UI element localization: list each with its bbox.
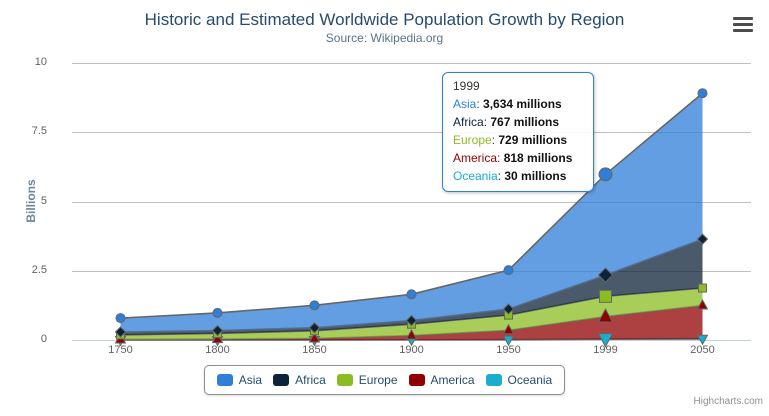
africa-point-1999[interactable] [597, 267, 614, 283]
tooltip-value: 818 millions [503, 151, 573, 165]
asia-point-1950[interactable] [503, 265, 514, 276]
y-tick-label: 0 [40, 333, 47, 345]
tooltip-series-name: Africa [453, 115, 484, 129]
legend-item-oceania[interactable]: Oceania [485, 373, 553, 387]
legend-label: Asia [238, 373, 263, 387]
legend-item-europe[interactable]: Europe [336, 373, 398, 387]
america-point-1999[interactable] [597, 307, 614, 323]
tooltip-row: America: 818 millions [453, 151, 573, 165]
tooltip-series-name: Asia [453, 97, 477, 111]
legend-symbol-africa [273, 374, 290, 386]
africa-point-1750[interactable] [114, 326, 127, 338]
america-point-1900[interactable] [405, 328, 418, 340]
america-point-2050[interactable] [696, 298, 709, 310]
asia-point-1900[interactable] [406, 289, 417, 300]
legend-label: Oceania [507, 373, 553, 387]
europe-point-1999[interactable] [599, 289, 612, 303]
tooltip-row: Europe: 729 millions [453, 133, 568, 147]
africa-area[interactable] [120, 239, 703, 335]
legend-symbol-oceania [485, 374, 502, 386]
tooltip-value: 30 millions [504, 169, 567, 183]
legend-item-asia[interactable]: Asia [216, 373, 263, 387]
y-tick-label: 10 [34, 56, 47, 68]
tooltip-value: 767 millions [490, 115, 560, 129]
tooltip-row: Asia: 3,634 millions [453, 97, 562, 111]
asia-area[interactable] [120, 93, 703, 332]
highcharts-credits-link[interactable]: Highcharts.com [693, 396, 763, 407]
legend-symbol-europe [336, 374, 353, 386]
africa-point-1900[interactable] [405, 314, 418, 327]
legend-item-america[interactable]: America [408, 373, 475, 387]
africa-point-2050[interactable] [696, 233, 709, 245]
legend-label: America [430, 373, 475, 387]
asia-point-1999[interactable] [598, 167, 613, 182]
legend-item-africa[interactable]: Africa [273, 373, 326, 387]
america-point-1850[interactable] [308, 331, 321, 343]
oceania-point-2050[interactable] [696, 334, 709, 346]
tooltip: 1999 Asia: 3,634 millions Africa: 767 mil… [442, 72, 594, 192]
legend-label: Europe [358, 373, 398, 387]
legend-label: Africa [295, 373, 326, 387]
y-tick-label: 7.5 [31, 125, 47, 138]
oceania-point-1950[interactable] [502, 335, 515, 347]
tooltip-header: 1999 [453, 79, 480, 93]
tooltip-series-name: Europe [453, 133, 492, 147]
x-tick-label: 1750 [108, 344, 133, 356]
export-menu-hamburger-icon[interactable] [733, 17, 753, 32]
x-tick-label: 1800 [205, 344, 230, 356]
legend-symbol-america [408, 374, 425, 386]
africa-point-1800[interactable] [211, 324, 224, 337]
chart-title: Historic and Estimated Worldwide Populat… [144, 10, 625, 29]
africa-point-1850[interactable] [308, 322, 321, 334]
x-tick-label: 1850 [302, 344, 327, 356]
legend-symbol-asia [216, 374, 233, 386]
tooltip-row: Oceania: 30 millions [453, 169, 567, 183]
x-tick-label: 1950 [496, 344, 521, 356]
asia-point-2050[interactable] [697, 88, 708, 99]
america-point-1950[interactable] [502, 323, 515, 335]
tooltip-row: Africa: 767 millions [453, 115, 560, 129]
legend: Asia Africa Europe America Oceania [203, 365, 566, 395]
europe-point-2050[interactable] [698, 283, 707, 293]
tooltip-series-name: America [453, 151, 498, 165]
tooltip-value: 3,634 millions [483, 97, 562, 111]
tooltip-value: 729 millions [498, 133, 568, 147]
y-tick-label: 2.5 [31, 263, 47, 276]
oceania-point-1999[interactable] [597, 333, 614, 348]
asia-point-1750[interactable] [115, 313, 126, 324]
x-tick-label: 2050 [690, 344, 715, 356]
y-tick-label: 5 [40, 194, 47, 207]
asia-point-1800[interactable] [212, 307, 223, 318]
chart-subtitle: Source: Wikipedia.org [325, 31, 444, 45]
asia-point-1850[interactable] [309, 300, 320, 311]
tooltip-series-name: Oceania [453, 169, 498, 183]
x-tick-label: 1999 [593, 344, 618, 356]
america-area[interactable] [120, 305, 703, 340]
x-tick-label: 1900 [399, 344, 424, 356]
africa-point-1950[interactable] [502, 303, 515, 315]
america-point-1800[interactable] [211, 332, 224, 344]
